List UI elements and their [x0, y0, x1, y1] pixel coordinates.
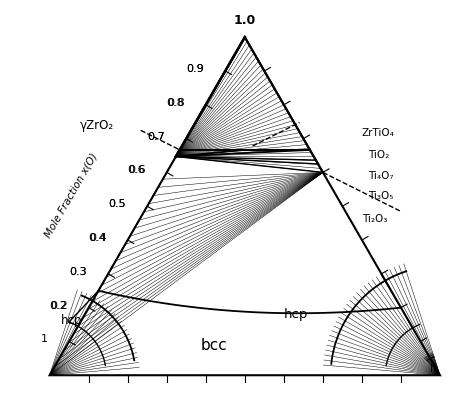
Text: Ti₄O₇: Ti₄O₇	[368, 171, 393, 181]
Text: bcc: bcc	[200, 339, 227, 354]
Text: 0.9: 0.9	[186, 64, 204, 74]
Text: li: li	[430, 364, 436, 374]
Text: 0.8: 0.8	[166, 98, 184, 108]
Text: 0.8: 0.8	[167, 98, 185, 108]
Text: 0.5: 0.5	[108, 199, 126, 209]
Text: 0.6: 0.6	[128, 166, 146, 175]
Text: hcp: hcp	[283, 308, 308, 321]
Text: ZrTiO₄: ZrTiO₄	[362, 128, 395, 138]
Text: 0.5: 0.5	[109, 199, 126, 209]
Text: 0.9: 0.9	[187, 64, 204, 74]
Text: 0.3: 0.3	[70, 267, 87, 277]
Text: 0.3: 0.3	[69, 267, 87, 277]
Text: 1: 1	[41, 335, 48, 345]
Text: 0.6: 0.6	[128, 166, 145, 175]
Text: 1.0: 1.0	[234, 15, 256, 28]
Text: 0.7: 0.7	[147, 132, 165, 142]
Text: Ti₂O₃: Ti₂O₃	[362, 214, 387, 224]
Text: γZrO₂: γZrO₂	[80, 119, 114, 132]
Text: Ti₃O₅: Ti₃O₅	[368, 192, 393, 201]
Text: 0.7: 0.7	[147, 132, 165, 142]
Text: 0.4: 0.4	[89, 233, 106, 243]
Text: Mole Fraction x(O): Mole Fraction x(O)	[43, 152, 100, 240]
Text: 0.4: 0.4	[89, 233, 107, 243]
Text: 0.2: 0.2	[49, 301, 67, 311]
Text: 0.2: 0.2	[50, 301, 68, 311]
Text: TiO₂: TiO₂	[368, 150, 389, 160]
Text: hcp: hcp	[60, 314, 82, 327]
